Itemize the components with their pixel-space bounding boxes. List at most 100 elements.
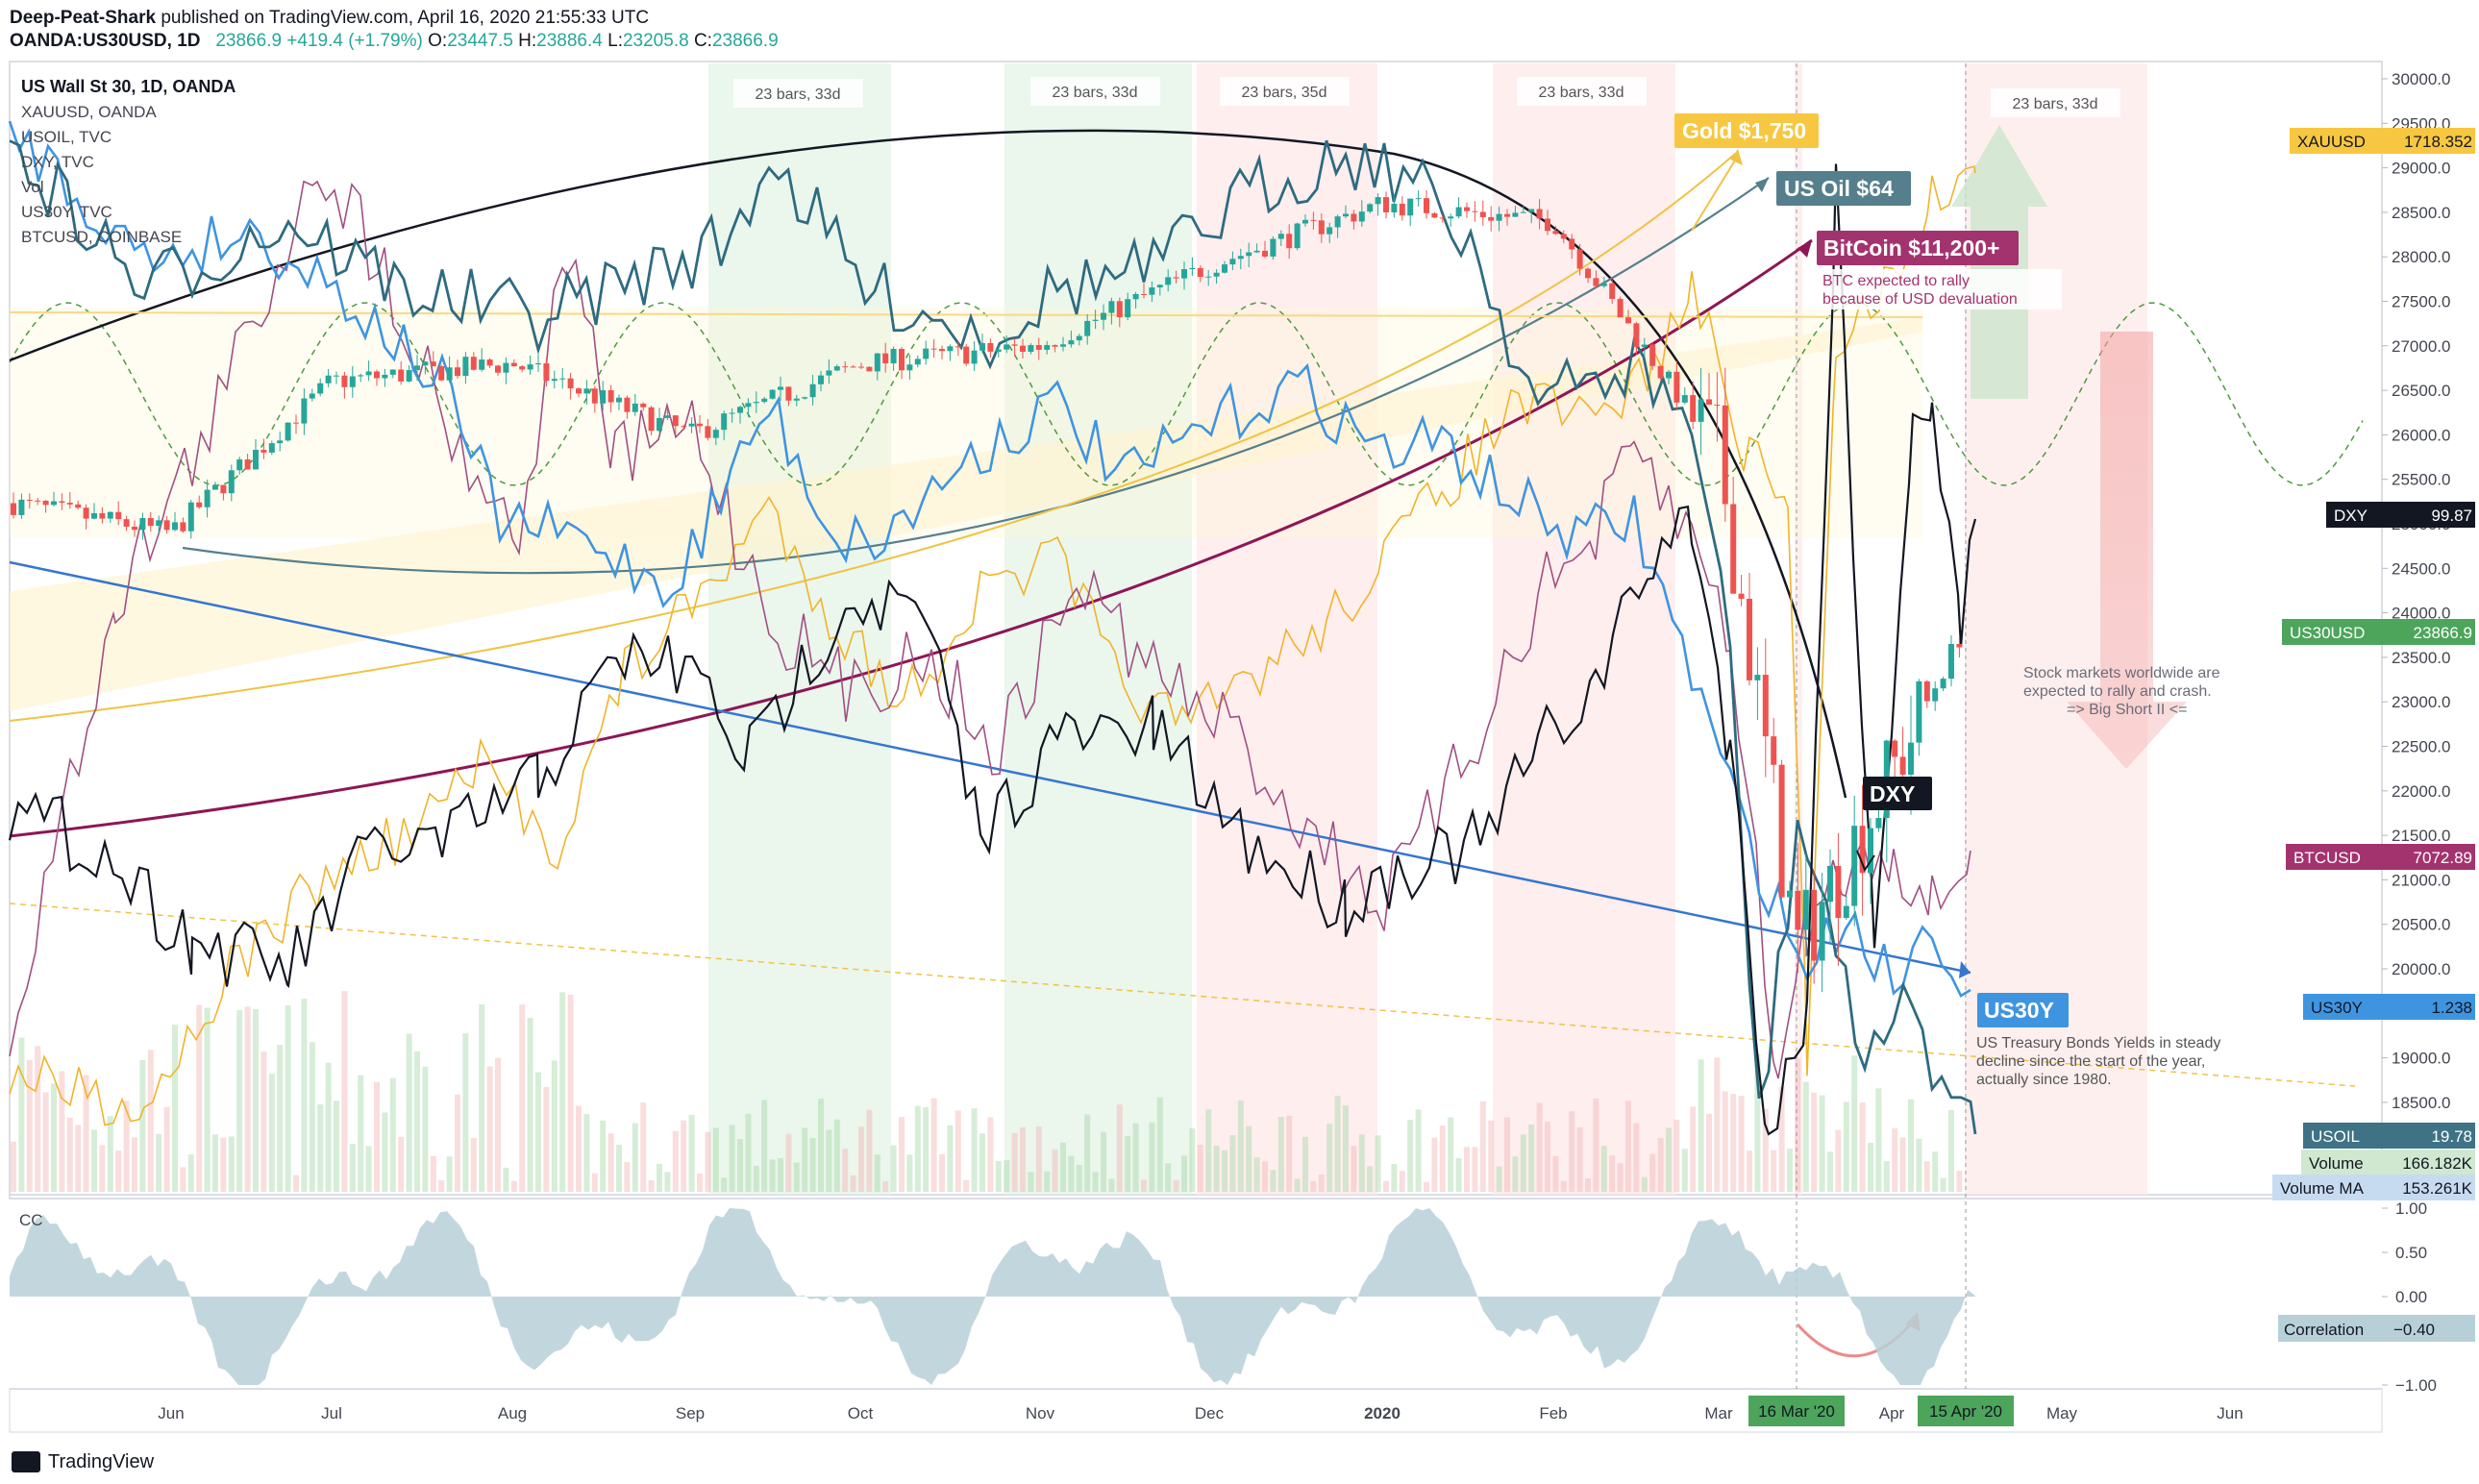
volume-bar: [349, 1144, 356, 1192]
candle-body: [809, 383, 816, 398]
volume-bar: [1754, 1054, 1761, 1192]
gold-callout[interactable]: Gold $1,750: [1674, 113, 1819, 148]
gold-callout-text: Gold $1,750: [1682, 118, 1806, 143]
volume-bar: [1302, 1136, 1308, 1192]
volume-bar: [1593, 1098, 1599, 1192]
author-name[interactable]: Deep-Peat-Shark: [10, 8, 157, 28]
price-axis-label: 18500.0: [2392, 1094, 2450, 1112]
volume-bar: [1101, 1131, 1106, 1192]
candle-body: [930, 348, 937, 350]
price-axis[interactable]: 30000.029500.029000.028500.028000.027500…: [2382, 70, 2450, 1112]
legend-main-series[interactable]: US Wall St 30, 1D, OANDA: [21, 77, 236, 96]
candle-body: [906, 364, 913, 371]
candle-body: [963, 346, 970, 364]
candle-body: [455, 367, 460, 377]
volume-bar: [1520, 1134, 1526, 1192]
candle-body: [59, 501, 65, 504]
volume-bar: [244, 1006, 251, 1192]
volume-bar: [196, 1004, 203, 1192]
volume-bar: [1262, 1161, 1268, 1192]
candle-body: [1358, 211, 1365, 222]
volume-bar: [1052, 1150, 1058, 1192]
volume-bar: [1698, 1059, 1704, 1192]
candle-body: [697, 423, 703, 427]
volume-bar: [1923, 1161, 1930, 1192]
legend-dxy[interactable]: DXY, TVC: [21, 153, 94, 171]
price-tag-name: Volume: [2309, 1154, 2364, 1173]
volume-bar: [1076, 1165, 1082, 1192]
volume-bar: [1585, 1177, 1591, 1192]
time-axis-label: Sep: [676, 1404, 705, 1422]
volume-bar: [42, 1092, 49, 1192]
dxy-callout[interactable]: DXY: [1863, 777, 1932, 810]
volume-bar: [947, 1125, 954, 1192]
candle-body: [1956, 643, 1963, 648]
cycle-zone-red: [1197, 63, 1377, 1195]
time-axis-labels[interactable]: Jun Jul Aug Sep Oct Nov Dec 2020 Feb Mar Apr May Jun…: [158, 1396, 2243, 1426]
volume-bar: [462, 1033, 469, 1192]
volume-bar: [995, 1160, 1002, 1192]
indicator-title[interactable]: CC: [19, 1211, 43, 1229]
candle-body: [139, 517, 146, 531]
candle-body: [979, 342, 985, 351]
candle-body: [1132, 293, 1139, 300]
volume-bar: [793, 1162, 800, 1192]
candle-body: [382, 374, 388, 379]
btc-callout[interactable]: BitCoin $11,200+ BTC expected to rally b…: [1817, 231, 2062, 309]
volume-bar: [1690, 1106, 1697, 1192]
candle-body: [1504, 213, 1510, 217]
gold-line: [9, 165, 1976, 1126]
candle-body: [1520, 211, 1526, 213]
legend-xauusd[interactable]: XAUUSD, OANDA: [21, 103, 157, 121]
candle-body: [1011, 344, 1018, 346]
volume-bar: [1383, 1180, 1389, 1192]
volume-bar: [1892, 1127, 1898, 1192]
candle-body: [1795, 890, 1801, 930]
volume-bar: [697, 1173, 703, 1192]
volume-bar: [688, 1115, 695, 1192]
us30y-callout[interactable]: US30Y US Treasury Bonds Yields in steady…: [1976, 993, 2220, 1088]
volume-bar: [1375, 1135, 1381, 1192]
candle-body: [1666, 371, 1672, 379]
candle-body: [1569, 238, 1575, 250]
oil-callout[interactable]: US Oil $64: [1776, 171, 1911, 206]
volume-bar: [1011, 1132, 1018, 1192]
candle-body: [1060, 344, 1066, 347]
date-tag-label[interactable]: 16 Mar '20: [1758, 1402, 1835, 1421]
candle-body: [1383, 197, 1389, 212]
symbol-name[interactable]: OANDA:US30USD, 1D: [10, 31, 201, 51]
oil-callout-box: [1776, 171, 1911, 206]
legend-us30y[interactable]: US30Y, TVC: [21, 203, 112, 221]
volume-bar: [672, 1130, 679, 1192]
us30y-pointer-head: [1959, 961, 1971, 978]
legend-volume[interactable]: Vol: [21, 178, 44, 196]
volume-bar: [1811, 1092, 1818, 1192]
brand-name[interactable]: TradingView: [48, 1451, 155, 1472]
legend-btcusd[interactable]: BTCUSD, COINBASE: [21, 228, 182, 246]
volume-bar: [260, 1051, 267, 1192]
candle-body: [1101, 312, 1106, 320]
candle-body: [785, 386, 792, 401]
volume-bar: [705, 1131, 711, 1192]
candle-body: [1875, 818, 1882, 829]
volume-bar: [1868, 1143, 1873, 1192]
candle-body: [1277, 234, 1284, 239]
time-axis-label: Jun: [2217, 1404, 2243, 1422]
price-axis-label: 23500.0: [2392, 649, 2450, 667]
volume-bar: [1545, 1122, 1550, 1192]
candle-body: [1625, 317, 1631, 324]
btc-note-line1: BTC expected to rally: [1822, 273, 1970, 289]
candle-body: [1399, 203, 1405, 216]
volume-bar: [1795, 1058, 1801, 1192]
date-tag-label[interactable]: 15 Apr '20: [1929, 1402, 2002, 1421]
candle-body: [954, 346, 961, 348]
last-price: 23866.9: [215, 31, 283, 51]
volume-bar: [172, 1025, 178, 1192]
price-tag-value: 1718.352: [2404, 133, 2472, 151]
legend-usoil[interactable]: USOIL, TVC: [21, 128, 112, 146]
price-axis-label: 25500.0: [2392, 471, 2450, 489]
volume-bar: [414, 1051, 420, 1192]
gold-callout-box: [1674, 113, 1819, 148]
volume-bar: [470, 1137, 477, 1192]
